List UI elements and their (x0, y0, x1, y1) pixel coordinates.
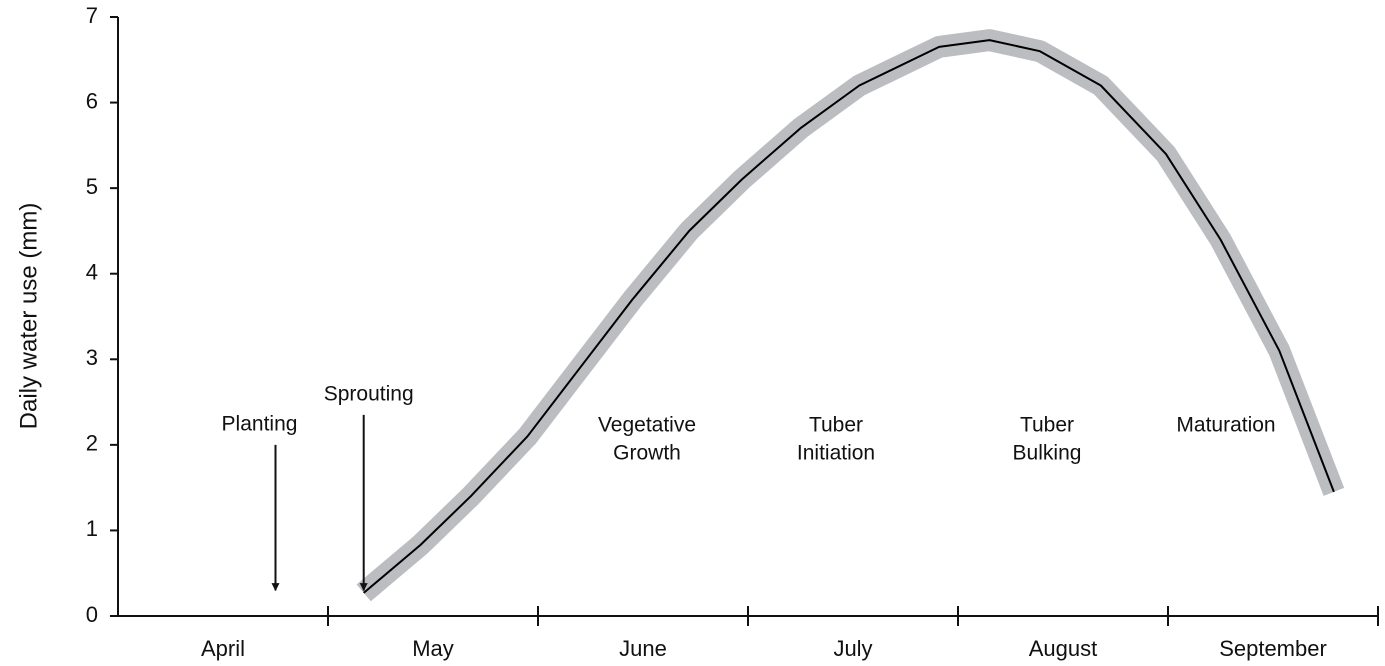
uncertainty-band (356, 29, 1345, 602)
y-tick-label: 2 (86, 431, 98, 456)
y-tick-label: 4 (86, 260, 98, 285)
y-axis-label: Daily water use (mm) (15, 203, 42, 430)
stage-label: Growth (613, 442, 681, 465)
stage-label: Initiation (797, 442, 875, 465)
x-category-label: April (201, 636, 245, 661)
x-category-label: September (1219, 636, 1327, 661)
annotation-label: Sprouting (324, 382, 414, 405)
y-tick-label: 0 (86, 602, 98, 627)
stage-label: Tuber (1020, 414, 1074, 437)
y-tick-label: 1 (86, 516, 98, 541)
annotation-label: Planting (222, 412, 298, 435)
x-category-label: August (1029, 636, 1098, 661)
y-tick-label: 6 (86, 88, 98, 113)
stage-label: Vegetative (598, 414, 696, 437)
y-tick-label: 3 (86, 345, 98, 370)
stage-label: Maturation (1176, 414, 1275, 437)
y-tick-label: 7 (86, 3, 98, 28)
water-use-line (363, 39, 1335, 594)
x-category-label: July (833, 636, 872, 661)
x-category-label: May (412, 636, 454, 661)
stage-label: Bulking (1013, 442, 1082, 465)
stage-label: Tuber (809, 414, 863, 437)
x-category-label: June (619, 636, 667, 661)
y-tick-label: 5 (86, 174, 98, 199)
